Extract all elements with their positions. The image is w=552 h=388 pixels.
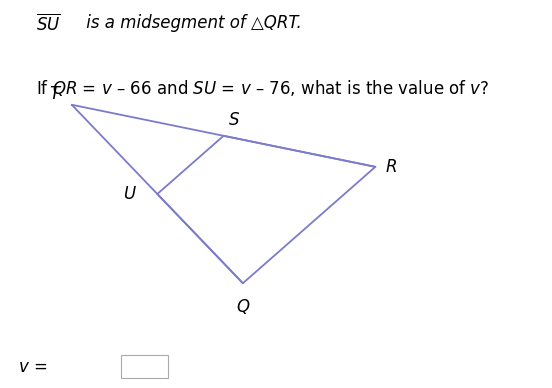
FancyBboxPatch shape: [121, 355, 168, 378]
Text: T: T: [50, 85, 60, 103]
Text: R: R: [385, 158, 397, 176]
Text: S: S: [229, 111, 240, 129]
Text: Q: Q: [236, 298, 250, 316]
Text: $\overline{SU}$: $\overline{SU}$: [36, 14, 61, 35]
Text: U: U: [123, 185, 135, 203]
Text: $v$ =: $v$ =: [18, 358, 47, 376]
Text: is a midsegment of △QRT.: is a midsegment of △QRT.: [81, 14, 302, 31]
Text: If $QR$ = $v$ – 66 and $SU$ = $v$ – 76, what is the value of $v$?: If $QR$ = $v$ – 66 and $SU$ = $v$ – 76, …: [36, 78, 489, 98]
